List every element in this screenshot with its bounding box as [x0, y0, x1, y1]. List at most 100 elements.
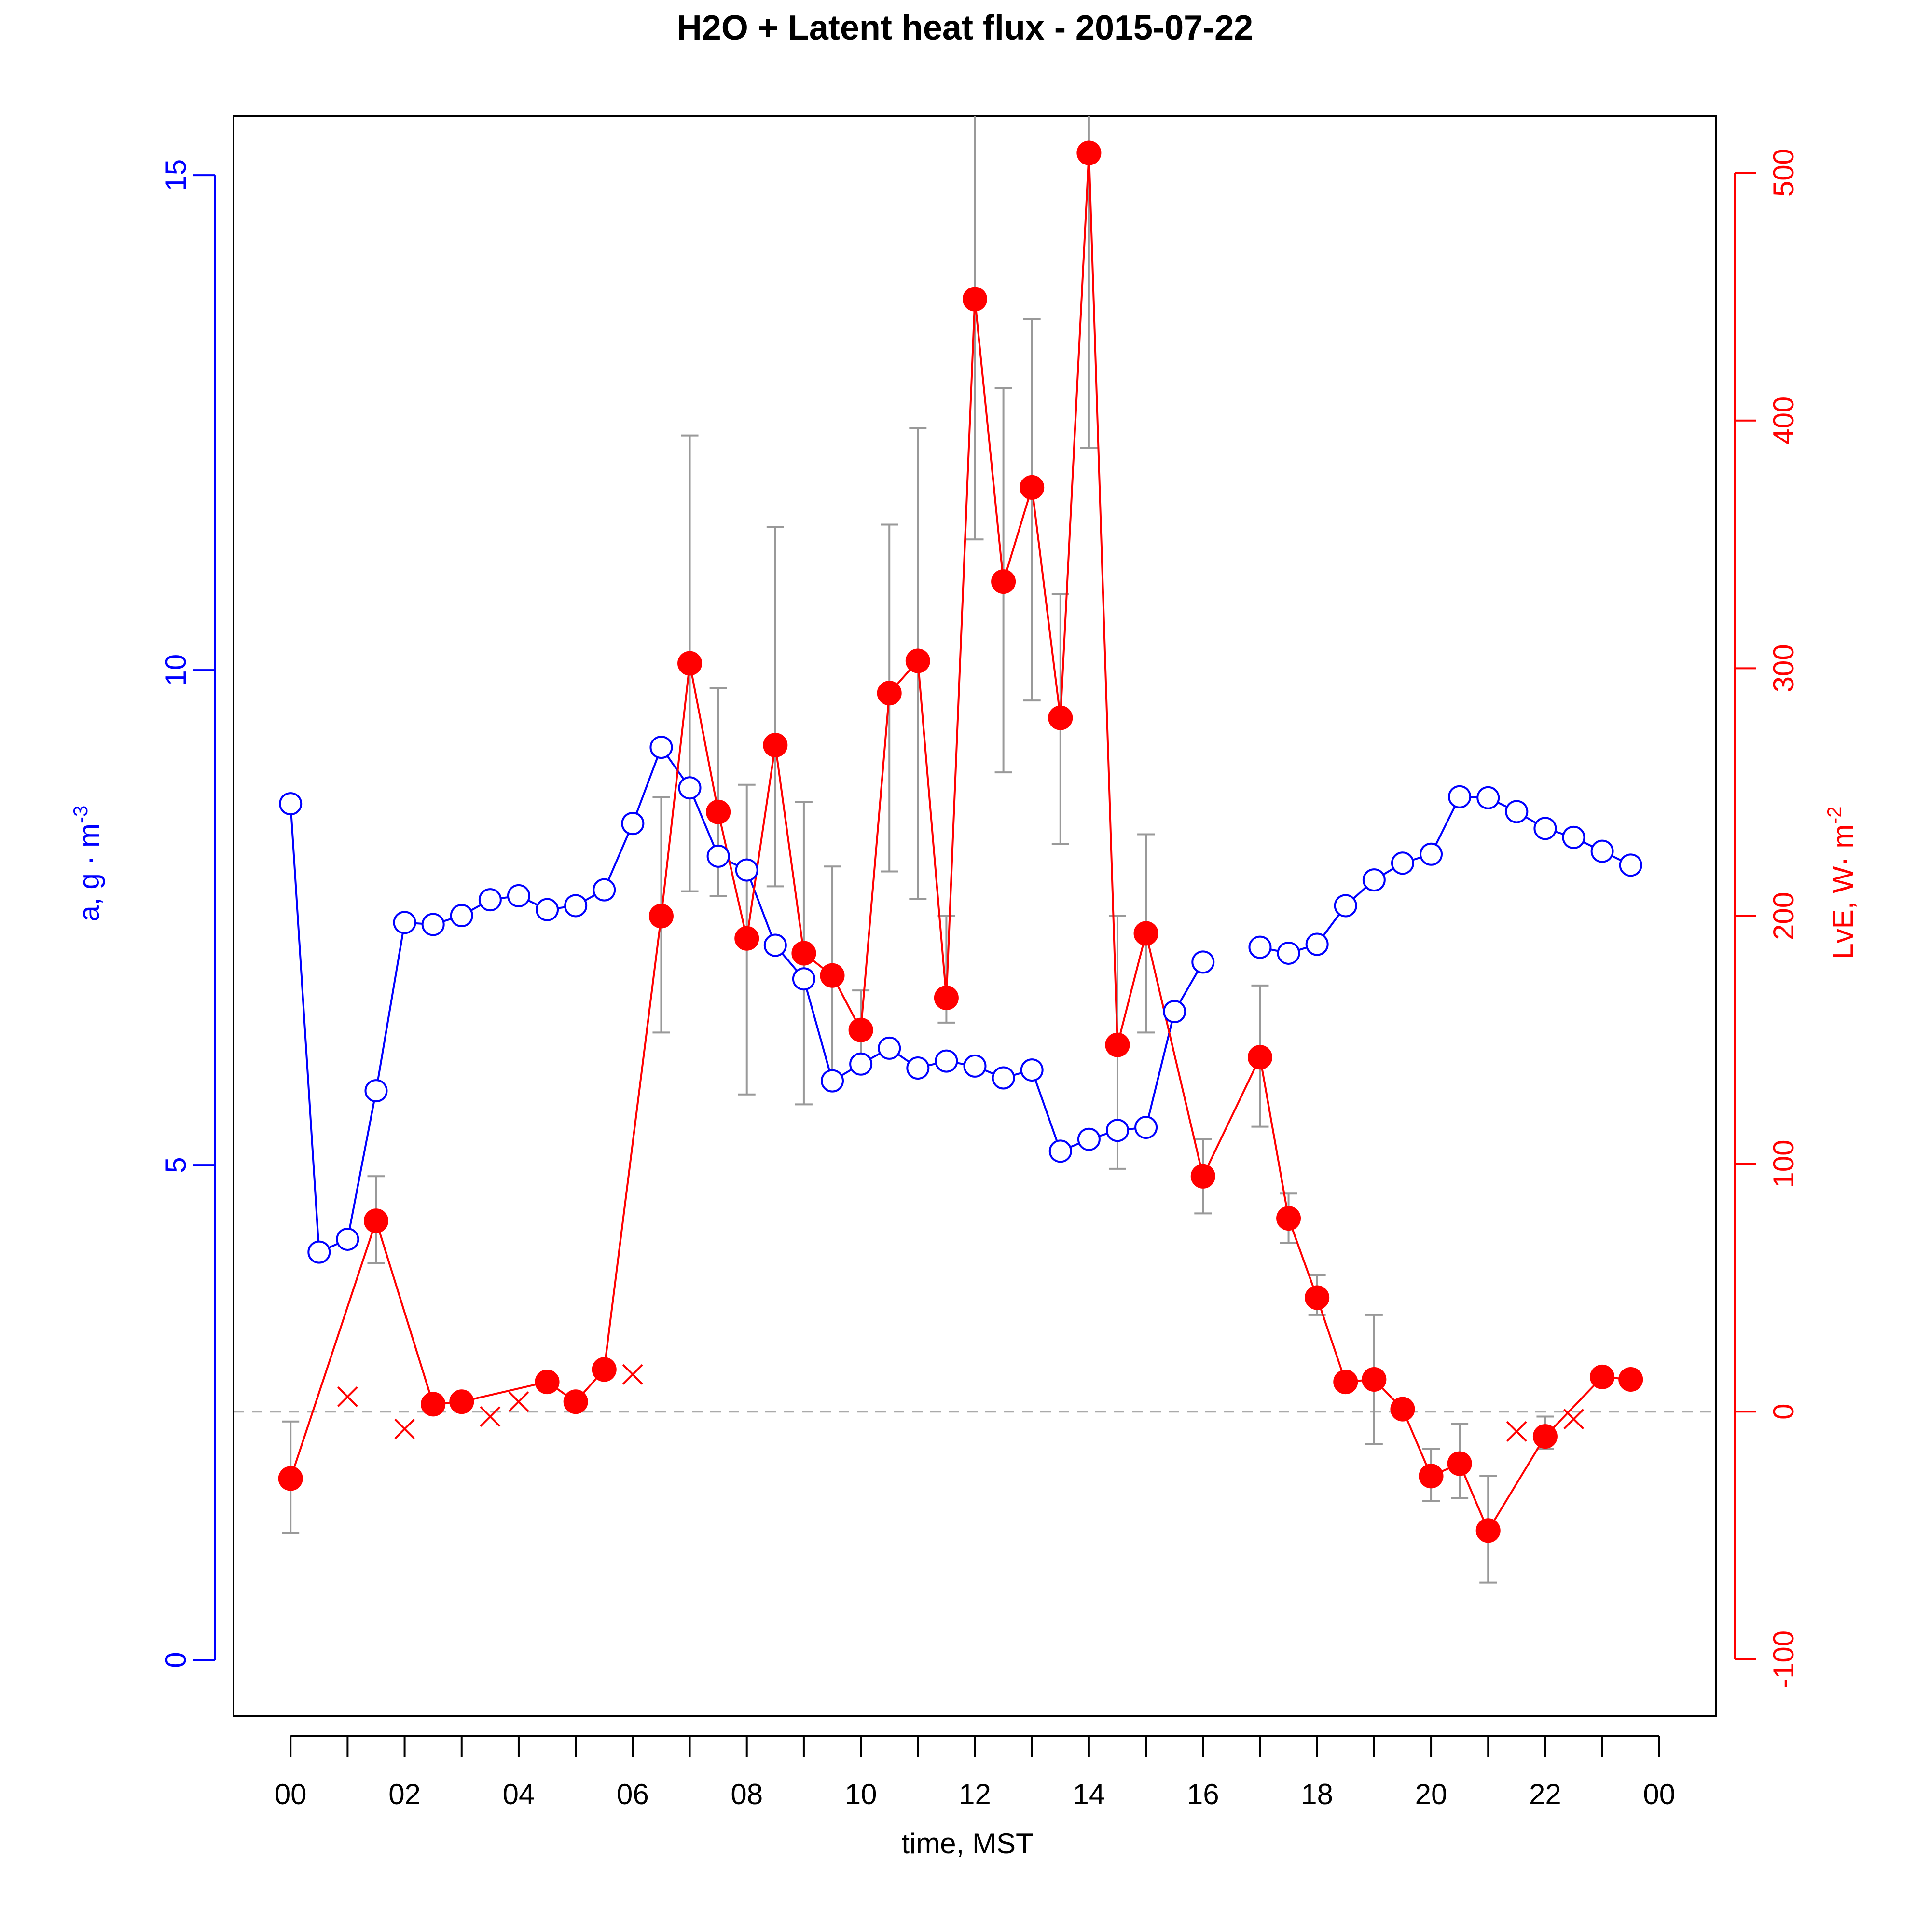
h2o-point	[906, 1056, 930, 1080]
flux-point	[820, 963, 845, 988]
right-tick-label: 0	[1767, 1404, 1800, 1420]
h2o-point	[393, 911, 416, 934]
h2o-point	[478, 888, 502, 912]
left-axis-title-main: a, g · m	[73, 823, 105, 921]
h2o-point	[1505, 800, 1529, 823]
flux-point	[421, 1392, 446, 1417]
flux-point	[734, 926, 759, 951]
right-tick-label: -100	[1767, 1631, 1800, 1688]
h2o-point	[763, 933, 787, 957]
flux-point	[535, 1370, 560, 1395]
left-axis-title-exponent: -3	[69, 806, 92, 823]
h2o-point	[593, 878, 616, 902]
x-tick-label: 16	[1187, 1778, 1219, 1810]
x-tick-label: 00	[1643, 1778, 1675, 1810]
h2o-point	[849, 1052, 873, 1076]
h2o-point	[1020, 1058, 1044, 1082]
h2o-point	[1105, 1119, 1129, 1142]
h2o-point	[821, 1069, 844, 1093]
left-axis-title: a, g · m-3	[69, 806, 105, 922]
h2o-point	[1048, 1139, 1072, 1163]
h2o-point	[1277, 941, 1300, 965]
flux-point	[677, 651, 703, 676]
h2o-point	[1334, 894, 1357, 918]
x-tick-label: 00	[275, 1778, 307, 1810]
x-tick-label: 22	[1529, 1778, 1561, 1810]
h2o-point	[1077, 1127, 1101, 1151]
flux-cross-marker	[337, 1386, 358, 1407]
flux-point	[963, 287, 987, 312]
h2o-point	[621, 812, 645, 836]
h2o-point	[1362, 868, 1386, 892]
plot-layer: 00 02 04 06 08 10 12 14 16 18 20 22 00051015-1000100…	[160, 115, 1800, 1810]
flux-point	[1020, 475, 1045, 500]
h2o-point	[649, 736, 673, 759]
h2o-point	[1391, 851, 1414, 875]
h2o-point	[1305, 932, 1329, 956]
flux-point	[905, 648, 930, 673]
right-tick-label: 200	[1767, 892, 1800, 940]
flux-point	[1390, 1397, 1415, 1422]
flux-point	[1247, 1045, 1272, 1070]
h2o-point	[963, 1054, 987, 1078]
flux-point	[1333, 1370, 1358, 1395]
flux-point	[563, 1389, 588, 1414]
x-tick-label: 14	[1073, 1778, 1105, 1810]
flux-point	[1447, 1451, 1472, 1476]
h2o-point	[1248, 935, 1272, 959]
flux-point	[934, 985, 959, 1010]
flux-point	[1048, 705, 1073, 730]
flux-point	[278, 1466, 303, 1491]
flux-cross-marker	[394, 1418, 415, 1439]
chart-title: H2O + Latent heat flux - 2015-07-22	[677, 9, 1253, 47]
flux-point	[592, 1357, 617, 1382]
h2o-point	[564, 894, 588, 918]
flux-point	[1190, 1164, 1215, 1189]
h2o-point	[507, 884, 530, 907]
flux-point	[1133, 921, 1158, 946]
h2o-point	[1420, 842, 1443, 866]
h2o-point	[336, 1227, 359, 1251]
right-axis-title: LvE, W· m-2	[1823, 806, 1859, 959]
flux-point	[1419, 1464, 1444, 1489]
flux-cross-marker	[1506, 1421, 1527, 1442]
right-tick-label: 500	[1767, 149, 1800, 197]
left-tick-label: 5	[160, 1157, 192, 1173]
x-tick-label: 18	[1301, 1778, 1333, 1810]
h2o-point	[307, 1240, 331, 1264]
h2o-point	[1134, 1116, 1158, 1139]
h2o-point	[792, 967, 815, 991]
right-axis-title-exponent: -2	[1823, 806, 1846, 824]
h2o-point	[421, 913, 445, 936]
x-tick-label: 04	[503, 1778, 535, 1810]
h2o-point	[450, 904, 473, 927]
h2o-point	[536, 898, 559, 921]
flux-point	[848, 1017, 873, 1042]
h2o-point	[1448, 785, 1472, 808]
flux-point	[1105, 1032, 1130, 1057]
h2o-point	[735, 858, 758, 882]
x-tick-label: 02	[388, 1778, 421, 1810]
x-tick-label: 12	[959, 1778, 991, 1810]
flux-cross-marker	[1563, 1409, 1584, 1430]
h2o-point	[279, 792, 303, 816]
h2o-point	[678, 776, 702, 800]
x-tick-label: 06	[617, 1778, 649, 1810]
h2o-point	[364, 1079, 388, 1103]
flux-point	[449, 1389, 474, 1414]
flux-point	[706, 799, 731, 824]
right-tick-label: 100	[1767, 1140, 1800, 1188]
x-axis-title: time, MST	[901, 1827, 1033, 1860]
flux-point	[1362, 1367, 1387, 1392]
left-tick-label: 15	[160, 159, 192, 192]
flux-point	[1305, 1285, 1330, 1310]
flux-point	[363, 1208, 388, 1233]
flux-point	[1590, 1364, 1615, 1389]
flux-point	[877, 681, 902, 706]
flux-point	[1618, 1367, 1643, 1392]
h2o-point	[878, 1036, 901, 1060]
h2o-point	[1533, 817, 1557, 840]
h2o-point	[1476, 786, 1500, 809]
